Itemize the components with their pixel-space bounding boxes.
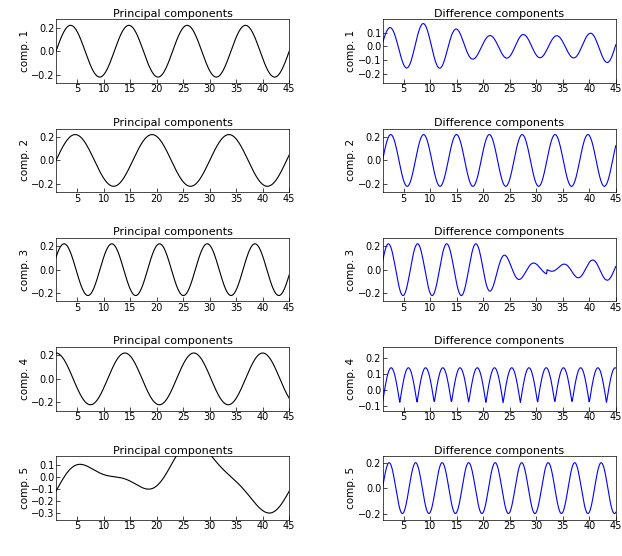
Title: Difference components: Difference components [434, 227, 564, 237]
Title: Principal components: Principal components [113, 118, 233, 128]
Title: Principal components: Principal components [113, 445, 233, 455]
Y-axis label: comp. 3: comp. 3 [20, 249, 30, 291]
Y-axis label: comp. 2: comp. 2 [20, 140, 30, 181]
Y-axis label: comp. 5: comp. 5 [20, 467, 30, 509]
Y-axis label: comp. 4: comp. 4 [346, 358, 356, 400]
Title: Difference components: Difference components [434, 118, 564, 128]
Y-axis label: comp. 1: comp. 1 [346, 30, 356, 72]
Y-axis label: comp. 1: comp. 1 [20, 30, 30, 72]
Y-axis label: comp. 5: comp. 5 [346, 467, 356, 509]
Title: Difference components: Difference components [434, 9, 564, 19]
Title: Difference components: Difference components [434, 445, 564, 455]
Y-axis label: comp. 3: comp. 3 [346, 249, 356, 291]
Title: Difference components: Difference components [434, 336, 564, 346]
Title: Principal components: Principal components [113, 227, 233, 237]
Title: Principal components: Principal components [113, 336, 233, 346]
Y-axis label: comp. 4: comp. 4 [20, 358, 30, 400]
Y-axis label: comp. 2: comp. 2 [346, 140, 356, 181]
Title: Principal components: Principal components [113, 9, 233, 19]
